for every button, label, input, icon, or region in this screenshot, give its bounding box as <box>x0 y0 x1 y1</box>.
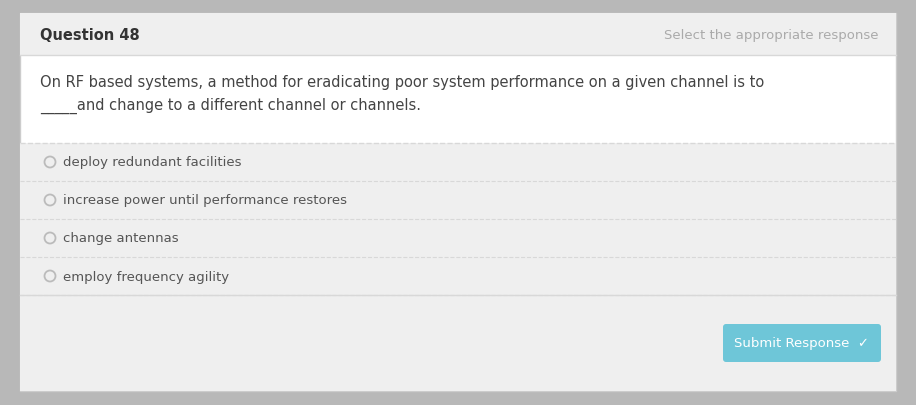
Text: Submit Response  ✓: Submit Response ✓ <box>735 337 869 350</box>
Text: increase power until performance restores: increase power until performance restore… <box>63 194 347 207</box>
Text: _____and change to a different channel or channels.: _____and change to a different channel o… <box>40 98 421 114</box>
Bar <box>20 257 896 295</box>
Text: deploy redundant facilities: deploy redundant facilities <box>63 156 242 169</box>
Bar <box>20 181 896 220</box>
Text: Question 48: Question 48 <box>40 28 140 43</box>
Bar <box>20 144 896 181</box>
Text: change antennas: change antennas <box>63 232 179 245</box>
Text: employ frequency agility: employ frequency agility <box>63 270 229 283</box>
Text: On RF based systems, a method for eradicating poor system performance on a given: On RF based systems, a method for eradic… <box>40 74 764 89</box>
Bar <box>20 14 896 56</box>
FancyBboxPatch shape <box>723 324 881 362</box>
Bar <box>20 295 896 391</box>
Bar <box>20 220 896 257</box>
Text: Select the appropriate response: Select the appropriate response <box>663 28 878 41</box>
